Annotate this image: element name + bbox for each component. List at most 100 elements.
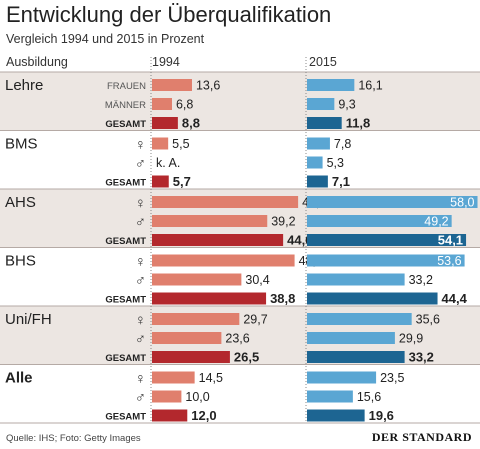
value-label-1994: 10,0 bbox=[185, 390, 209, 404]
row-label-total: GESAMT bbox=[105, 178, 146, 189]
bar-2015 bbox=[307, 409, 365, 422]
row-label-total: GESAMT bbox=[105, 295, 146, 306]
group-label: AHS bbox=[5, 194, 36, 211]
bar-2015 bbox=[307, 273, 405, 286]
bar-1994 bbox=[152, 117, 178, 129]
bar-1994 bbox=[152, 254, 295, 267]
value-label-1994: 5,7 bbox=[173, 174, 191, 189]
row-label: ♂ bbox=[135, 273, 146, 290]
bar-2015 bbox=[307, 292, 438, 305]
value-label-2015: 33,2 bbox=[409, 350, 434, 365]
category-header: Ausbildung bbox=[6, 55, 68, 69]
value-label-1994: 13,6 bbox=[196, 79, 220, 93]
row-label: ♂ bbox=[135, 156, 146, 173]
value-label-1994: 5,5 bbox=[172, 137, 189, 151]
row-label-total: GESAMT bbox=[105, 353, 146, 364]
bar-2015 bbox=[307, 332, 395, 344]
source-note: Quelle: IHS; Foto: Getty Images bbox=[6, 433, 141, 444]
row-label: ♀ bbox=[135, 312, 146, 329]
bar-2015 bbox=[307, 156, 323, 169]
value-label-1994: 12,0 bbox=[191, 408, 216, 423]
year-header-1994: 1994 bbox=[152, 55, 180, 69]
value-label-1994: 39,2 bbox=[271, 215, 295, 229]
bar-1994 bbox=[152, 175, 169, 188]
bar-2015 bbox=[307, 351, 405, 363]
row-label: ♂ bbox=[135, 214, 146, 231]
bar-1994 bbox=[152, 79, 192, 91]
bar-1994 bbox=[152, 313, 240, 325]
value-label-2015: 54,1 bbox=[438, 233, 463, 248]
bar-2015 bbox=[307, 313, 412, 325]
value-label-2015: 7,1 bbox=[332, 174, 350, 189]
bar-1994 bbox=[152, 196, 299, 208]
bar-1994 bbox=[152, 390, 182, 403]
bar-2015 bbox=[307, 117, 342, 129]
chart-title: Entwicklung der Überqualifikation bbox=[6, 2, 332, 27]
value-label-1994: 6,8 bbox=[176, 98, 193, 112]
chart-subtitle: Vergleich 1994 und 2015 in Prozent bbox=[6, 32, 205, 46]
group-label: Uni/FH bbox=[5, 311, 52, 328]
value-label-1994: 8,8 bbox=[182, 116, 200, 131]
row-label-total: GESAMT bbox=[105, 119, 146, 130]
bar-1994 bbox=[152, 292, 267, 305]
row-label: MÄNNER bbox=[105, 100, 146, 111]
value-label-2015: 19,6 bbox=[369, 408, 394, 423]
value-label-2015: 33,2 bbox=[409, 273, 433, 287]
value-label-2015: 49,2 bbox=[424, 215, 448, 229]
bar-2015 bbox=[307, 371, 377, 384]
value-label-1994: 30,4 bbox=[245, 273, 269, 287]
bar-2015 bbox=[307, 79, 355, 91]
group-label: BHS bbox=[5, 253, 36, 270]
row-label: ♀ bbox=[135, 137, 146, 154]
group-label: Lehre bbox=[5, 77, 43, 94]
value-label-1994: 44,6 bbox=[287, 233, 312, 248]
bar-1994 bbox=[152, 409, 188, 422]
group-label: Alle bbox=[5, 370, 33, 387]
bar-2015 bbox=[307, 215, 452, 227]
value-label-2015: 23,5 bbox=[380, 371, 404, 385]
row-label: ♂ bbox=[135, 390, 146, 407]
value-label-2015: 29,9 bbox=[399, 332, 423, 346]
bar-1994 bbox=[152, 234, 284, 246]
value-label-1994: 38,8 bbox=[270, 291, 295, 306]
row-label-total: GESAMT bbox=[105, 236, 146, 247]
row-label: FRAUEN bbox=[107, 81, 146, 92]
bar-1994 bbox=[152, 332, 222, 344]
bar-1994 bbox=[152, 273, 242, 286]
value-label-2015: 44,4 bbox=[442, 291, 468, 306]
value-label-1994: 29,7 bbox=[243, 313, 267, 327]
bar-1994 bbox=[152, 215, 268, 227]
bar-1994 bbox=[152, 351, 230, 363]
row-label-total: GESAMT bbox=[105, 412, 146, 423]
value-label-2015: 35,6 bbox=[416, 313, 440, 327]
value-label-2015: 15,6 bbox=[357, 390, 381, 404]
row-label: ♀ bbox=[135, 371, 146, 388]
year-header-2015: 2015 bbox=[309, 55, 337, 69]
value-label-1994: 26,5 bbox=[234, 350, 259, 365]
value-label-2015: 5,3 bbox=[327, 156, 344, 170]
bar-1994 bbox=[152, 137, 169, 150]
value-label-2015: 53,6 bbox=[437, 254, 461, 268]
bar-2015 bbox=[307, 175, 328, 188]
bar-1994 bbox=[152, 371, 195, 384]
row-label: ♂ bbox=[135, 331, 146, 348]
value-label-2015: 58,0 bbox=[450, 196, 474, 210]
bar-2015 bbox=[307, 137, 330, 150]
value-label-1994: 14,5 bbox=[199, 371, 223, 385]
bar-2015 bbox=[307, 254, 465, 267]
value-label-2015: 16,1 bbox=[358, 79, 382, 93]
value-label-2015: 7,8 bbox=[334, 137, 351, 151]
group-band bbox=[0, 72, 480, 131]
row-label: ♀ bbox=[135, 195, 146, 212]
bar-1994 bbox=[152, 98, 172, 110]
value-label-1994: k. A. bbox=[156, 156, 180, 170]
group-label: BMS bbox=[5, 136, 38, 153]
value-label-2015: 9,3 bbox=[338, 98, 355, 112]
brand-logo: DER STANDARD bbox=[371, 430, 472, 444]
bar-2015 bbox=[307, 196, 478, 208]
value-label-1994: 23,6 bbox=[225, 332, 249, 346]
value-label-2015: 11,8 bbox=[346, 116, 371, 131]
bar-2015 bbox=[307, 390, 353, 403]
bar-2015 bbox=[307, 234, 467, 246]
